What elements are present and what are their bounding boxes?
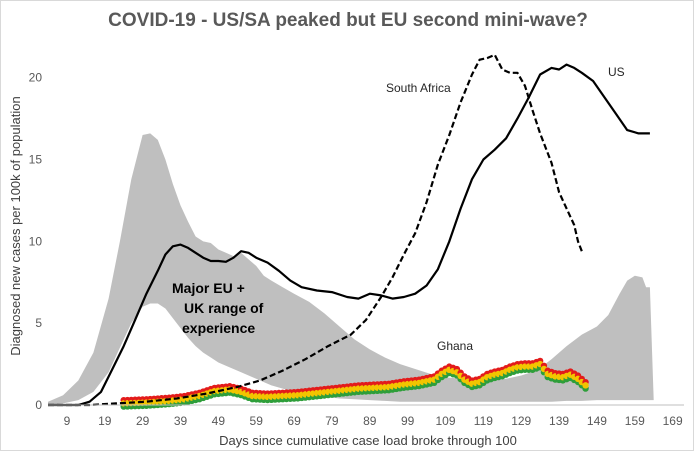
eu-band-label-line1: Major EU + [172,280,245,296]
x-tick-label: 89 [363,414,377,428]
y-axis-title: Diagnosed new cases per 100k of populati… [8,96,23,355]
ghana-dot-gold [582,382,589,389]
x-tick-label: 139 [549,414,569,428]
x-tick-label: 79 [325,414,339,428]
x-tick-label: 149 [587,414,607,428]
x-tick-label: 39 [174,414,188,428]
chart-title: COVID-19 - US/SA peaked but EU second mi… [108,10,588,31]
us-line [48,63,650,407]
south-africa-label: South Africa [386,81,451,95]
eu-band-label-line2: UK range of [184,300,264,316]
x-tick-label: 129 [511,414,531,428]
x-tick-label: 29 [136,414,150,428]
x-tick-label: 59 [250,414,264,428]
x-tick-label: 9 [64,414,71,428]
x-tick-label: 69 [287,414,301,428]
y-tick-label: 0 [35,398,42,412]
us-label: US [608,65,625,79]
x-tick-label: 169 [663,414,683,428]
eu-uk-range-band [48,133,654,405]
y-tick-label: 15 [29,153,43,167]
eu-band-label-line3: experience [182,320,255,336]
south-africa-line [48,53,583,407]
x-tick-label: 49 [212,414,226,428]
us-series [48,63,650,407]
x-tick-label: 159 [625,414,645,428]
y-tick-label: 20 [29,71,43,85]
y-tick-label: 5 [35,316,42,330]
tick-labels: 9 19 29 39 49 59 69 79 89 99 109 119 129 139 149 159 169… [29,71,683,428]
x-tick-label: 109 [435,414,455,428]
range-band-area [48,133,654,405]
x-tick-label: 119 [474,414,493,428]
x-tick-label: 19 [98,414,112,428]
south-africa-series [48,53,583,407]
ghana-label: Ghana [437,339,473,353]
y-tick-label: 10 [29,234,43,248]
x-axis-title: Days since cumulative case load broke th… [219,433,517,448]
x-tick-label: 99 [401,414,415,428]
